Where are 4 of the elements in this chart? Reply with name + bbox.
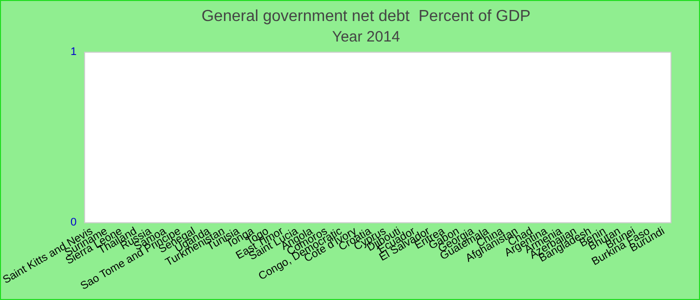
chart-subtitle: Year 2014 bbox=[332, 28, 400, 46]
y-tick-label: 0 bbox=[70, 216, 77, 229]
chart-title: General government net debt Percent of GDP bbox=[201, 8, 531, 26]
y-tick-label: 1 bbox=[70, 46, 77, 58]
